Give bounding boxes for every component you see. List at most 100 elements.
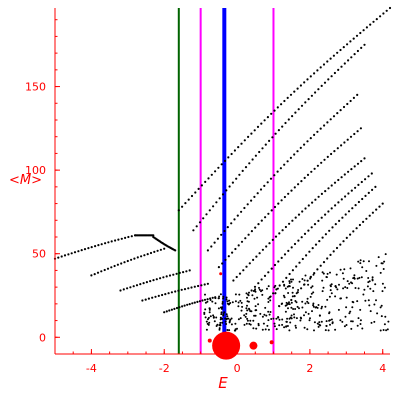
data-point — [100, 243, 103, 246]
data-point — [386, 328, 389, 331]
data-point — [369, 287, 372, 290]
data-point — [230, 317, 233, 320]
data-point — [274, 235, 278, 238]
data-point — [317, 88, 320, 91]
data-point — [340, 144, 343, 147]
data-point — [156, 249, 159, 252]
data-point — [347, 192, 350, 195]
data-point — [291, 219, 294, 222]
data-point — [214, 297, 217, 300]
data-point — [288, 272, 291, 276]
data-point — [341, 272, 344, 275]
y-axis-label: <M> — [9, 173, 42, 188]
data-point — [353, 132, 356, 136]
data-point — [288, 329, 291, 332]
data-point — [278, 305, 281, 308]
data-point — [218, 295, 221, 298]
data-point — [159, 277, 162, 280]
data-point — [234, 300, 237, 303]
data-point — [306, 78, 309, 81]
data-point — [321, 236, 324, 239]
data-point — [363, 157, 366, 160]
data-point — [226, 300, 229, 303]
data-point — [300, 287, 303, 290]
data-point — [307, 302, 310, 305]
data-point — [356, 300, 359, 303]
data-point — [318, 323, 321, 326]
data-point — [114, 239, 117, 242]
data-point — [221, 321, 224, 324]
data-point — [320, 192, 323, 195]
data-point — [380, 315, 383, 318]
data-point — [317, 325, 320, 328]
data-point — [210, 245, 213, 248]
data-point — [326, 272, 329, 275]
data-point — [188, 303, 191, 306]
data-point — [119, 289, 122, 292]
data-point — [360, 276, 363, 279]
data-point — [324, 190, 327, 193]
data-point — [324, 305, 327, 308]
data-point — [285, 301, 288, 304]
data-point — [220, 311, 223, 314]
data-point — [216, 237, 219, 240]
data-point — [307, 98, 310, 101]
data-point — [215, 325, 218, 327]
data-point — [258, 150, 261, 154]
data-point — [367, 277, 370, 279]
data-point — [322, 272, 325, 275]
data-point — [281, 323, 284, 326]
data-point — [228, 329, 231, 332]
data-point — [280, 256, 283, 259]
data-point — [346, 138, 349, 141]
data-point — [193, 301, 196, 304]
data-point — [201, 299, 204, 302]
data-point — [372, 20, 375, 23]
data-point — [286, 96, 289, 99]
data-point — [370, 172, 373, 175]
data-point — [319, 66, 322, 69]
data-point — [363, 288, 366, 291]
data-point — [217, 266, 220, 269]
data-point — [288, 303, 291, 306]
data-point — [140, 255, 143, 258]
data-point — [267, 310, 270, 313]
data-point — [129, 286, 132, 289]
data-point — [354, 287, 357, 289]
data-point — [283, 99, 286, 103]
data-point — [200, 284, 203, 287]
data-point — [256, 192, 259, 195]
data-point — [373, 303, 376, 306]
data-point — [346, 287, 349, 289]
data-point — [333, 150, 336, 153]
data-point — [77, 250, 80, 253]
data-point — [350, 56, 353, 59]
data-point — [320, 84, 323, 87]
data-point — [206, 249, 209, 252]
data-point — [167, 292, 170, 295]
data-point — [233, 149, 236, 152]
data-point — [175, 306, 179, 310]
data-point — [364, 194, 367, 197]
data-point — [288, 301, 290, 304]
data-point — [350, 327, 353, 330]
data-point — [360, 180, 363, 184]
data-point — [197, 284, 200, 288]
data-point — [334, 295, 337, 298]
data-point — [265, 245, 268, 248]
data-point — [67, 253, 70, 256]
data-point — [259, 188, 263, 191]
data-point — [234, 247, 237, 251]
data-point — [123, 261, 126, 264]
data-point — [306, 328, 309, 331]
data-point — [381, 202, 384, 205]
data-point — [142, 282, 145, 285]
data-point — [260, 219, 263, 222]
data-point — [163, 247, 166, 250]
data-point — [309, 137, 312, 140]
data-point — [152, 279, 155, 282]
data-point — [319, 127, 322, 130]
data-point — [344, 286, 347, 289]
data-point — [223, 159, 227, 162]
data-point — [249, 310, 252, 313]
